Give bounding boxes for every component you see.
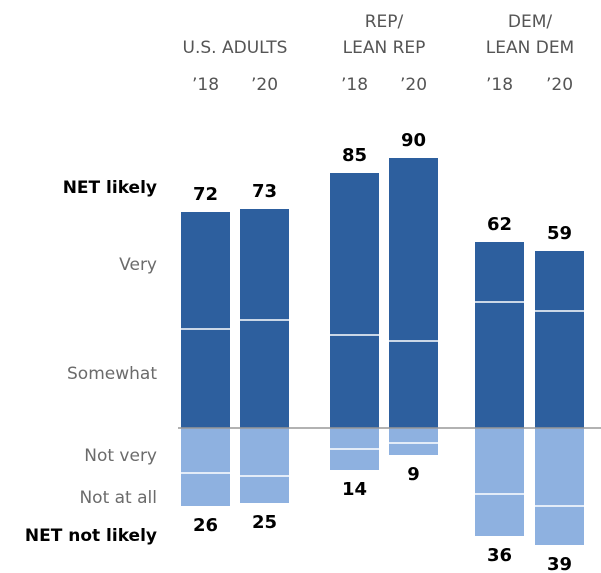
chart-row-labels: NET likely Very Somewhat Not very Not at all… (25, 178, 157, 546)
net-likely-value: 90 (401, 130, 426, 151)
chart-data-labels: 72 26 73 25 85 14 90 9 62 36 59 39 (193, 130, 572, 573)
group-label: REP/ (365, 12, 404, 32)
bar-likely (389, 158, 438, 428)
chart-headers: U.S. ADULTS ’18 ’20 REP/LEAN REP ’18 ’20 DEM/L… (183, 12, 575, 95)
net-not-likely-value: 14 (342, 479, 367, 500)
bar-likely (535, 251, 584, 428)
net-likely-value: 59 (547, 223, 572, 244)
row-label-somewhat: Somewhat (67, 364, 157, 384)
row-label-net-not-likely: NET not likely (25, 526, 157, 546)
bar-not-likely (535, 428, 584, 545)
year-label: ’20 (546, 75, 573, 95)
bar-not-likely (389, 428, 438, 455)
row-label-very: Very (119, 255, 157, 275)
net-likely-value: 85 (342, 145, 367, 166)
year-label: ’20 (251, 75, 278, 95)
bar-likely (181, 212, 230, 428)
bar-likely (475, 242, 524, 428)
year-label: ’18 (192, 75, 219, 95)
bar-not-likely (240, 428, 289, 503)
group-label: LEAN DEM (486, 38, 574, 58)
net-not-likely-value: 36 (487, 545, 512, 566)
bar-likely (330, 173, 379, 428)
group-label: U.S. ADULTS (183, 38, 288, 58)
net-likely-value: 73 (252, 181, 277, 202)
net-not-likely-value: 9 (407, 464, 420, 485)
bar-likely (240, 209, 289, 428)
bar-not-likely (475, 428, 524, 536)
year-label: ’18 (341, 75, 368, 95)
row-label-net-likely: NET likely (63, 178, 157, 198)
net-likely-value: 72 (193, 184, 218, 205)
year-label: ’20 (400, 75, 427, 95)
row-label-not-at-all: Not at all (79, 488, 157, 508)
chart-bars (181, 158, 584, 545)
row-label-not-very: Not very (84, 446, 157, 466)
net-not-likely-value: 39 (547, 554, 572, 573)
net-not-likely-value: 26 (193, 515, 218, 536)
group-label: DEM/ (508, 12, 552, 32)
net-likely-value: 62 (487, 214, 512, 235)
bar-not-likely (181, 428, 230, 506)
group-label: LEAN REP (343, 38, 426, 58)
year-label: ’18 (486, 75, 513, 95)
net-not-likely-value: 25 (252, 512, 277, 533)
